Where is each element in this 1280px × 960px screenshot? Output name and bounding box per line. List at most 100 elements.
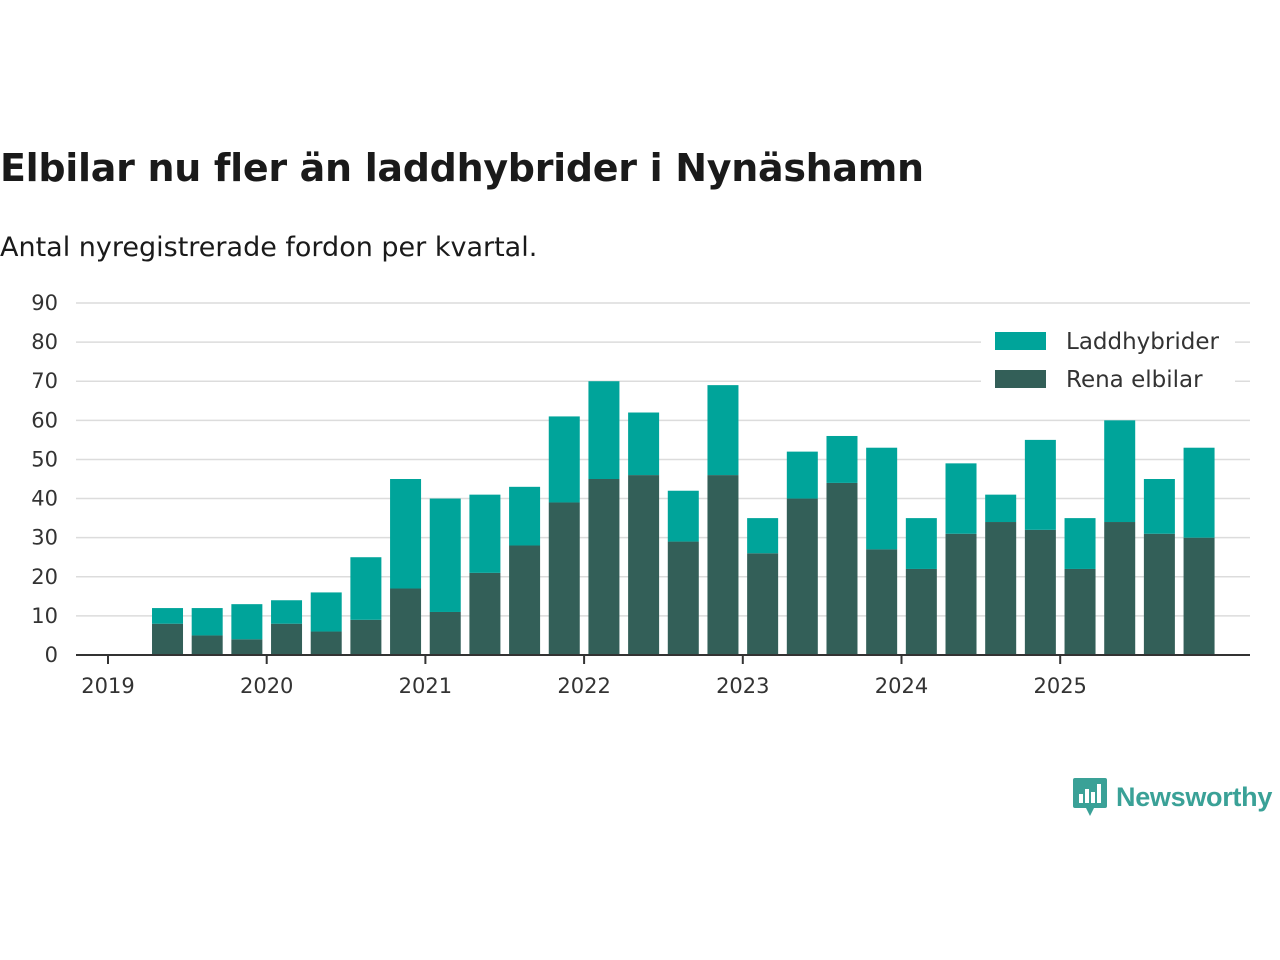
y-tick-label: 90 [31,291,58,315]
y-tick-label: 0 [45,643,58,667]
bar-laddhybrider [509,486,541,546]
bar-laddhybrider [310,592,342,632]
bar-laddhybrider [1024,439,1056,530]
bar-rena-elbilar [1064,568,1096,655]
y-tick-label: 50 [31,447,58,471]
bar-laddhybrider [747,518,779,554]
bar-rena-elbilar [1143,533,1175,655]
bar-stack [350,557,382,655]
bar-laddhybrider [152,608,184,624]
bar-rena-elbilar [667,541,699,655]
bar-stack [1024,439,1056,655]
chart-title: Elbilar nu fler än laddhybrider i Nynäsh… [0,146,924,190]
bar-rena-elbilar [191,635,223,655]
bar-stack [271,600,303,655]
legend-label-laddhybrider: Laddhybrider [1066,329,1219,355]
bar-rena-elbilar [310,631,342,655]
bar-stack [1104,420,1136,655]
y-tick-label: 10 [31,604,58,628]
bar-laddhybrider [866,447,898,550]
bar-stack [588,381,620,655]
y-tick-label: 70 [31,369,58,393]
bar-stack [826,435,858,655]
bar-rena-elbilar [1104,522,1136,655]
bar-stack [469,494,501,655]
bar-laddhybrider [985,494,1017,523]
y-tick-label: 20 [31,565,58,589]
bar-rena-elbilar [350,619,382,655]
legend: Laddhybrider Rena elbilar [981,322,1235,406]
brand-logo: Newsworthy [1072,776,1272,818]
brand-name: Newsworthy [1116,781,1273,812]
bar-laddhybrider [905,518,937,569]
x-axis: 2019 2020 2021 2022 2023 2024 2025 [76,654,1250,698]
x-tick-label: 2019 [81,674,134,698]
bar-stack [429,498,461,655]
bar-stack [509,486,541,655]
bar-stack [1064,518,1096,655]
bar-rena-elbilar [152,623,184,655]
bar-stack [1183,447,1215,655]
bar-laddhybrider [1104,420,1136,523]
bar-laddhybrider [231,604,263,640]
bar-laddhybrider [390,479,422,589]
bar-rena-elbilar [707,475,739,655]
legend-swatch-rena-elbilar [995,370,1046,388]
bar-rena-elbilar [628,475,660,655]
bar-rena-elbilar [786,498,818,655]
bar-stack [231,604,263,655]
bar-rena-elbilar [390,588,422,655]
bar-laddhybrider [350,557,382,620]
bar-laddhybrider [429,498,461,612]
bar-stack [548,416,580,655]
bar-rena-elbilar [509,545,541,655]
bar-laddhybrider [1143,479,1175,534]
y-tick-label: 40 [31,487,58,511]
y-tick-label: 60 [31,408,58,432]
bar-laddhybrider [469,494,501,573]
chart-subtitle: Antal nyregistrerade fordon per kvartal. [0,232,538,263]
bar-stack [985,494,1017,655]
bar-stack [390,479,422,655]
bar-rena-elbilar [1183,537,1215,655]
bar-stack [945,463,977,655]
bar-laddhybrider [588,381,620,479]
y-axis: 0 10 20 30 40 50 60 70 80 90 [31,291,58,667]
bar-stack [866,447,898,655]
bar-laddhybrider [548,416,580,503]
bar-rena-elbilar [945,533,977,655]
x-tick-label: 2022 [557,674,610,698]
x-tick-label: 2024 [875,674,928,698]
y-tick-label: 30 [31,526,58,550]
bar-rena-elbilar [588,479,620,655]
bar-rena-elbilar [747,553,779,655]
bar-laddhybrider [1183,447,1215,538]
bar-rena-elbilar [866,549,898,655]
bar-rena-elbilar [429,611,461,655]
x-tick-label: 2023 [716,674,769,698]
bar-laddhybrider [945,463,977,534]
bar-rena-elbilar [1024,529,1056,655]
bar-laddhybrider [1064,518,1096,569]
legend-swatch-laddhybrider [995,332,1046,350]
bar-laddhybrider [707,385,739,476]
bar-stack [667,490,699,655]
bars [152,381,1215,655]
bar-rena-elbilar [826,482,858,655]
bar-rena-elbilar [905,568,937,655]
bar-rena-elbilar [469,572,501,655]
bar-rena-elbilar [231,639,263,655]
bar-stack [747,518,779,655]
bar-laddhybrider [826,435,858,483]
y-tick-label: 80 [31,330,58,354]
newsworthy-logo-icon [1073,778,1107,816]
legend-label-rena-elbilar: Rena elbilar [1066,367,1203,393]
bar-stack [191,608,223,655]
x-tick-label: 2025 [1033,674,1086,698]
x-tick-label: 2020 [240,674,293,698]
bar-rena-elbilar [548,502,580,655]
bar-laddhybrider [786,451,818,499]
bar-stack [786,451,818,655]
bar-laddhybrider [191,608,223,636]
